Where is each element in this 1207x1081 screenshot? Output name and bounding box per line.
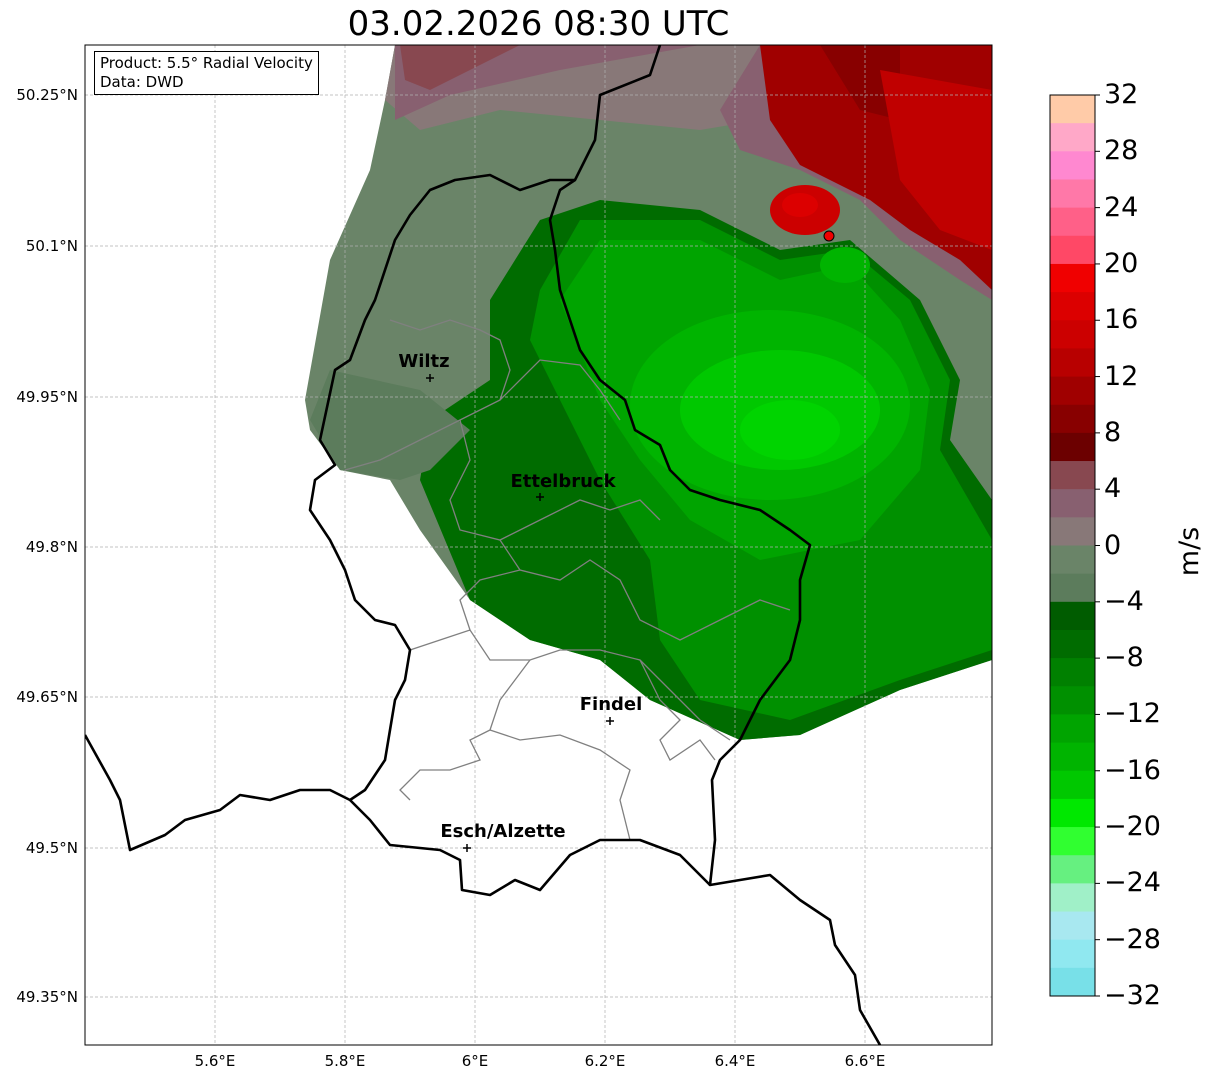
lat-tick: 49.35°N — [16, 988, 78, 1006]
map-title: 03.02.2026 08:30 UTC — [347, 4, 730, 44]
lat-tick: 49.65°N — [16, 688, 78, 706]
colorbar-tick: 12 — [1104, 360, 1139, 392]
colorbar — [1050, 94, 1100, 997]
colorbar-bin — [1050, 545, 1095, 575]
colorbar-tick: 0 — [1104, 529, 1122, 561]
city-label-wiltz: Wiltz — [398, 351, 450, 372]
colorbar-bin — [1050, 911, 1095, 941]
colorbar-tick: 4 — [1104, 473, 1122, 505]
colorbar-bin — [1050, 658, 1095, 687]
legend-source: Data: DWD — [100, 73, 184, 91]
colorbar-bin — [1050, 263, 1095, 293]
radar-site-marker — [823, 230, 835, 242]
colorbar-bin — [1050, 123, 1095, 152]
colorbar-tick: 28 — [1104, 135, 1139, 167]
colorbar-tick: −28 — [1104, 923, 1161, 955]
colorbar-bin — [1050, 939, 1095, 969]
colorbar-bin — [1050, 517, 1095, 546]
city-label-esch-alzette: Esch/Alzette — [440, 821, 566, 842]
colorbar-tick: 8 — [1104, 416, 1122, 448]
lon-tick: 6°E — [461, 1052, 489, 1070]
canton-borders — [344, 319, 791, 841]
lon-tick: 6.2°E — [584, 1052, 626, 1070]
colorbar-bin — [1050, 461, 1095, 490]
colorbar-bin — [1050, 151, 1095, 180]
colorbar-bin — [1050, 235, 1095, 265]
map-frame — [84, 44, 993, 1046]
product-legend: Product: 5.5° Radial Velocity Data: DWD — [94, 51, 319, 95]
legend-product: Product: 5.5° Radial Velocity — [100, 54, 313, 72]
colorbar-bin — [1050, 798, 1095, 828]
colorbar-bin — [1050, 601, 1095, 631]
colorbar-bin — [1050, 320, 1095, 349]
colorbar-tick: −32 — [1104, 980, 1161, 1011]
colorbar-tick: −12 — [1104, 698, 1161, 730]
city-markers — [426, 374, 614, 852]
colorbar-tick: −4 — [1104, 585, 1144, 617]
colorbar-bin — [1050, 855, 1095, 884]
lat-tick: 50.25°N — [16, 86, 78, 104]
lon-tick: 5.8°E — [324, 1052, 366, 1070]
city-label-ettelbruck: Ettelbruck — [510, 471, 616, 492]
lon-tick: 6.6°E — [844, 1052, 886, 1070]
colorbar-bin — [1050, 742, 1095, 772]
radar-echoes — [305, 45, 992, 740]
colorbar-bin — [1050, 573, 1095, 603]
colorbar-bin — [1050, 967, 1095, 997]
colorbar-bin — [1050, 404, 1095, 434]
colorbar-bin — [1050, 489, 1095, 518]
gridlines — [85, 45, 992, 1045]
colorbar-bin — [1050, 95, 1095, 124]
colorbar-tick: −20 — [1104, 811, 1161, 843]
lon-tick: 5.6°E — [194, 1052, 236, 1070]
colorbar-bin — [1050, 179, 1095, 209]
colorbar-frame — [1049, 94, 1096, 997]
colorbar-bin — [1050, 883, 1095, 913]
lat-tick: 49.5°N — [25, 839, 78, 857]
city-label-findel: Findel — [579, 694, 643, 715]
colorbar-bin — [1050, 292, 1095, 321]
lat-tick: 49.95°N — [16, 388, 78, 406]
colorbar-bin — [1050, 348, 1095, 378]
colorbar-tick: −16 — [1104, 754, 1161, 786]
colorbar-tick: −24 — [1104, 867, 1161, 899]
colorbar-bin — [1050, 376, 1095, 406]
colorbar-bin — [1050, 827, 1095, 856]
lat-tick: 50.1°N — [25, 237, 78, 255]
colorbar-tick: 20 — [1104, 247, 1139, 279]
colorbar-bin — [1050, 686, 1095, 715]
colorbar-bin — [1050, 770, 1095, 800]
colorbar-tick: 16 — [1104, 304, 1139, 336]
colorbar-tick: −8 — [1104, 642, 1144, 674]
colorbar-bin — [1050, 432, 1095, 462]
country-borders — [85, 45, 882, 1045]
lon-tick: 6.4°E — [714, 1052, 756, 1070]
colorbar-label: m/s — [1174, 526, 1206, 577]
colorbar-tick: 32 — [1104, 79, 1139, 110]
colorbar-bin — [1050, 629, 1095, 659]
colorbar-bin — [1050, 714, 1095, 744]
lat-tick: 49.8°N — [25, 538, 78, 556]
colorbar-tick: 24 — [1104, 191, 1139, 223]
colorbar-bin — [1050, 207, 1095, 237]
